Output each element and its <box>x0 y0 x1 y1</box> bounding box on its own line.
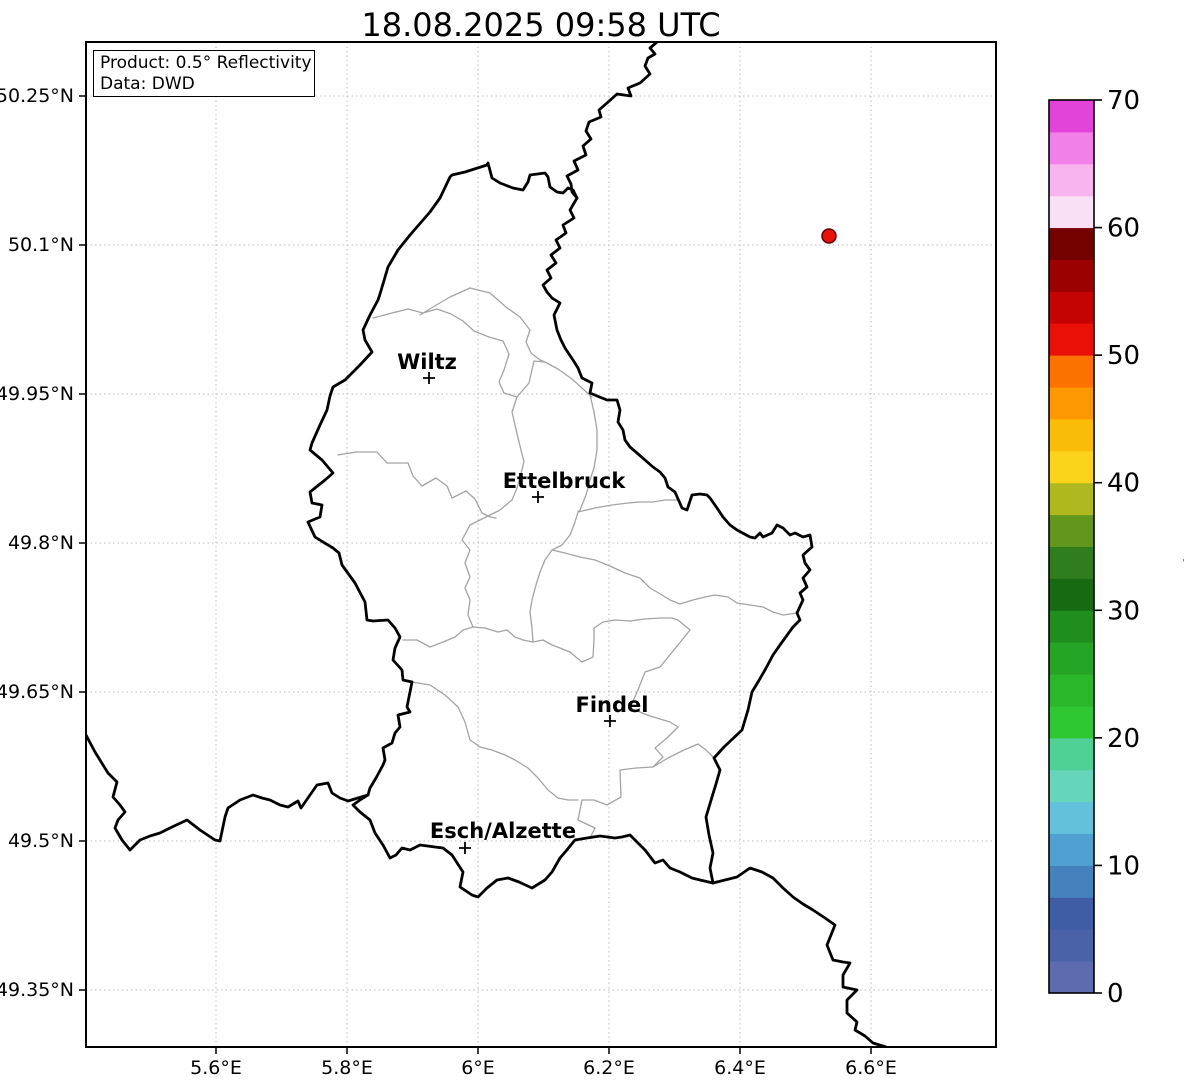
x-axis-tick-label: 5.6°E <box>190 1057 242 1079</box>
colorbar-tick-label: 30 <box>1107 596 1140 626</box>
colorbar-tick-label: 60 <box>1107 214 1140 244</box>
canton-border <box>372 308 593 398</box>
colorbar-band <box>1049 259 1094 292</box>
colorbar-tick-label: 10 <box>1107 851 1140 881</box>
country-border <box>306 161 814 899</box>
plot-frame <box>85 41 997 1048</box>
colorbar-band <box>1049 163 1094 197</box>
colorbar-band <box>1049 769 1094 803</box>
colorbar-band <box>1049 418 1094 452</box>
colorbar-band <box>1049 100 1094 133</box>
colorbar-band <box>1049 833 1094 866</box>
colorbar-axis-label: dBZ <box>1180 519 1184 573</box>
colorbar-tick-label: 70 <box>1107 86 1140 116</box>
city-label: Findel <box>576 693 649 717</box>
canton-border <box>461 396 525 628</box>
colorbar-band <box>1049 674 1094 707</box>
colorbar-band <box>1049 961 1094 994</box>
y-axis-tick-label: 49.35°N <box>0 979 74 1001</box>
info-box-product-line: Product: 0.5° Reflectivity <box>100 53 312 73</box>
city-label: Esch/Alzette <box>430 819 576 843</box>
y-axis-tick-label: 50.25°N <box>0 85 74 107</box>
canton-border <box>529 394 598 643</box>
colorbar-tick-label: 50 <box>1107 341 1140 371</box>
colorbar-band <box>1049 546 1094 579</box>
plot-background <box>86 42 996 1047</box>
y-axis-tick-label: 49.8°N <box>8 532 74 554</box>
canton-border <box>652 743 714 768</box>
canton-border <box>577 499 683 513</box>
x-axis-tick-label: 6.2°E <box>583 1057 635 1079</box>
colorbar-band <box>1049 897 1094 930</box>
city-marker <box>459 842 471 854</box>
colorbar-tick-label: 0 <box>1107 979 1124 1009</box>
country-border <box>565 42 659 200</box>
info-box: Product: 0.5° Reflectivity Data: DWD <box>93 50 315 97</box>
colorbar-band <box>1049 737 1094 771</box>
canton-border <box>551 549 798 616</box>
x-axis-tick-label: 6.4°E <box>714 1057 766 1079</box>
colorbar-band <box>1049 578 1094 611</box>
colorbar-band <box>1049 291 1094 324</box>
colorbar-band <box>1049 195 1094 229</box>
city-marker <box>532 491 544 503</box>
colorbar-band <box>1049 355 1094 388</box>
canton-border <box>337 451 497 519</box>
colorbar-tick-label: 40 <box>1107 469 1140 499</box>
colorbar-band <box>1049 131 1094 165</box>
y-axis-tick-label: 50.1°N <box>8 234 74 256</box>
colorbar-band <box>1049 450 1094 484</box>
y-axis-tick-label: 49.5°N <box>8 830 74 852</box>
colorbar-band <box>1049 929 1094 962</box>
city-label: Ettelbruck <box>503 469 627 493</box>
colorbar-frame <box>1048 99 1095 994</box>
info-box-data-line: Data: DWD <box>100 74 195 94</box>
colorbar-band <box>1049 227 1094 260</box>
colorbar-band <box>1049 610 1094 643</box>
colorbar-band <box>1049 323 1094 356</box>
colorbar-band <box>1049 865 1094 898</box>
y-axis-tick-label: 49.65°N <box>0 681 74 703</box>
colorbar-band <box>1049 387 1094 420</box>
canton-border <box>419 287 546 363</box>
radar-point <box>821 228 837 244</box>
country-border <box>86 733 370 852</box>
colorbar-band <box>1049 514 1094 547</box>
x-axis-tick-label: 6.6°E <box>845 1057 897 1079</box>
colorbar-band <box>1049 801 1094 835</box>
city-marker <box>423 372 435 384</box>
colorbar-tick-label: 20 <box>1107 724 1140 754</box>
page-title: 18.08.2025 09:58 UTC <box>361 6 721 44</box>
x-axis-tick-label: 6°E <box>461 1057 495 1079</box>
colorbar-band <box>1049 482 1094 516</box>
country-border <box>711 866 888 1047</box>
colorbar-band <box>1049 642 1094 675</box>
colorbar-band <box>1049 705 1094 739</box>
plot-area: Wiltz Ettelbruck Findel Esch/Alzette <box>86 42 996 1047</box>
city-label: Wiltz <box>397 350 457 374</box>
x-axis-tick-label: 5.8°E <box>321 1057 373 1079</box>
city-marker <box>604 715 616 727</box>
canton-border <box>411 681 579 801</box>
y-axis-tick-label: 49.95°N <box>0 383 74 405</box>
canton-border <box>402 617 691 839</box>
